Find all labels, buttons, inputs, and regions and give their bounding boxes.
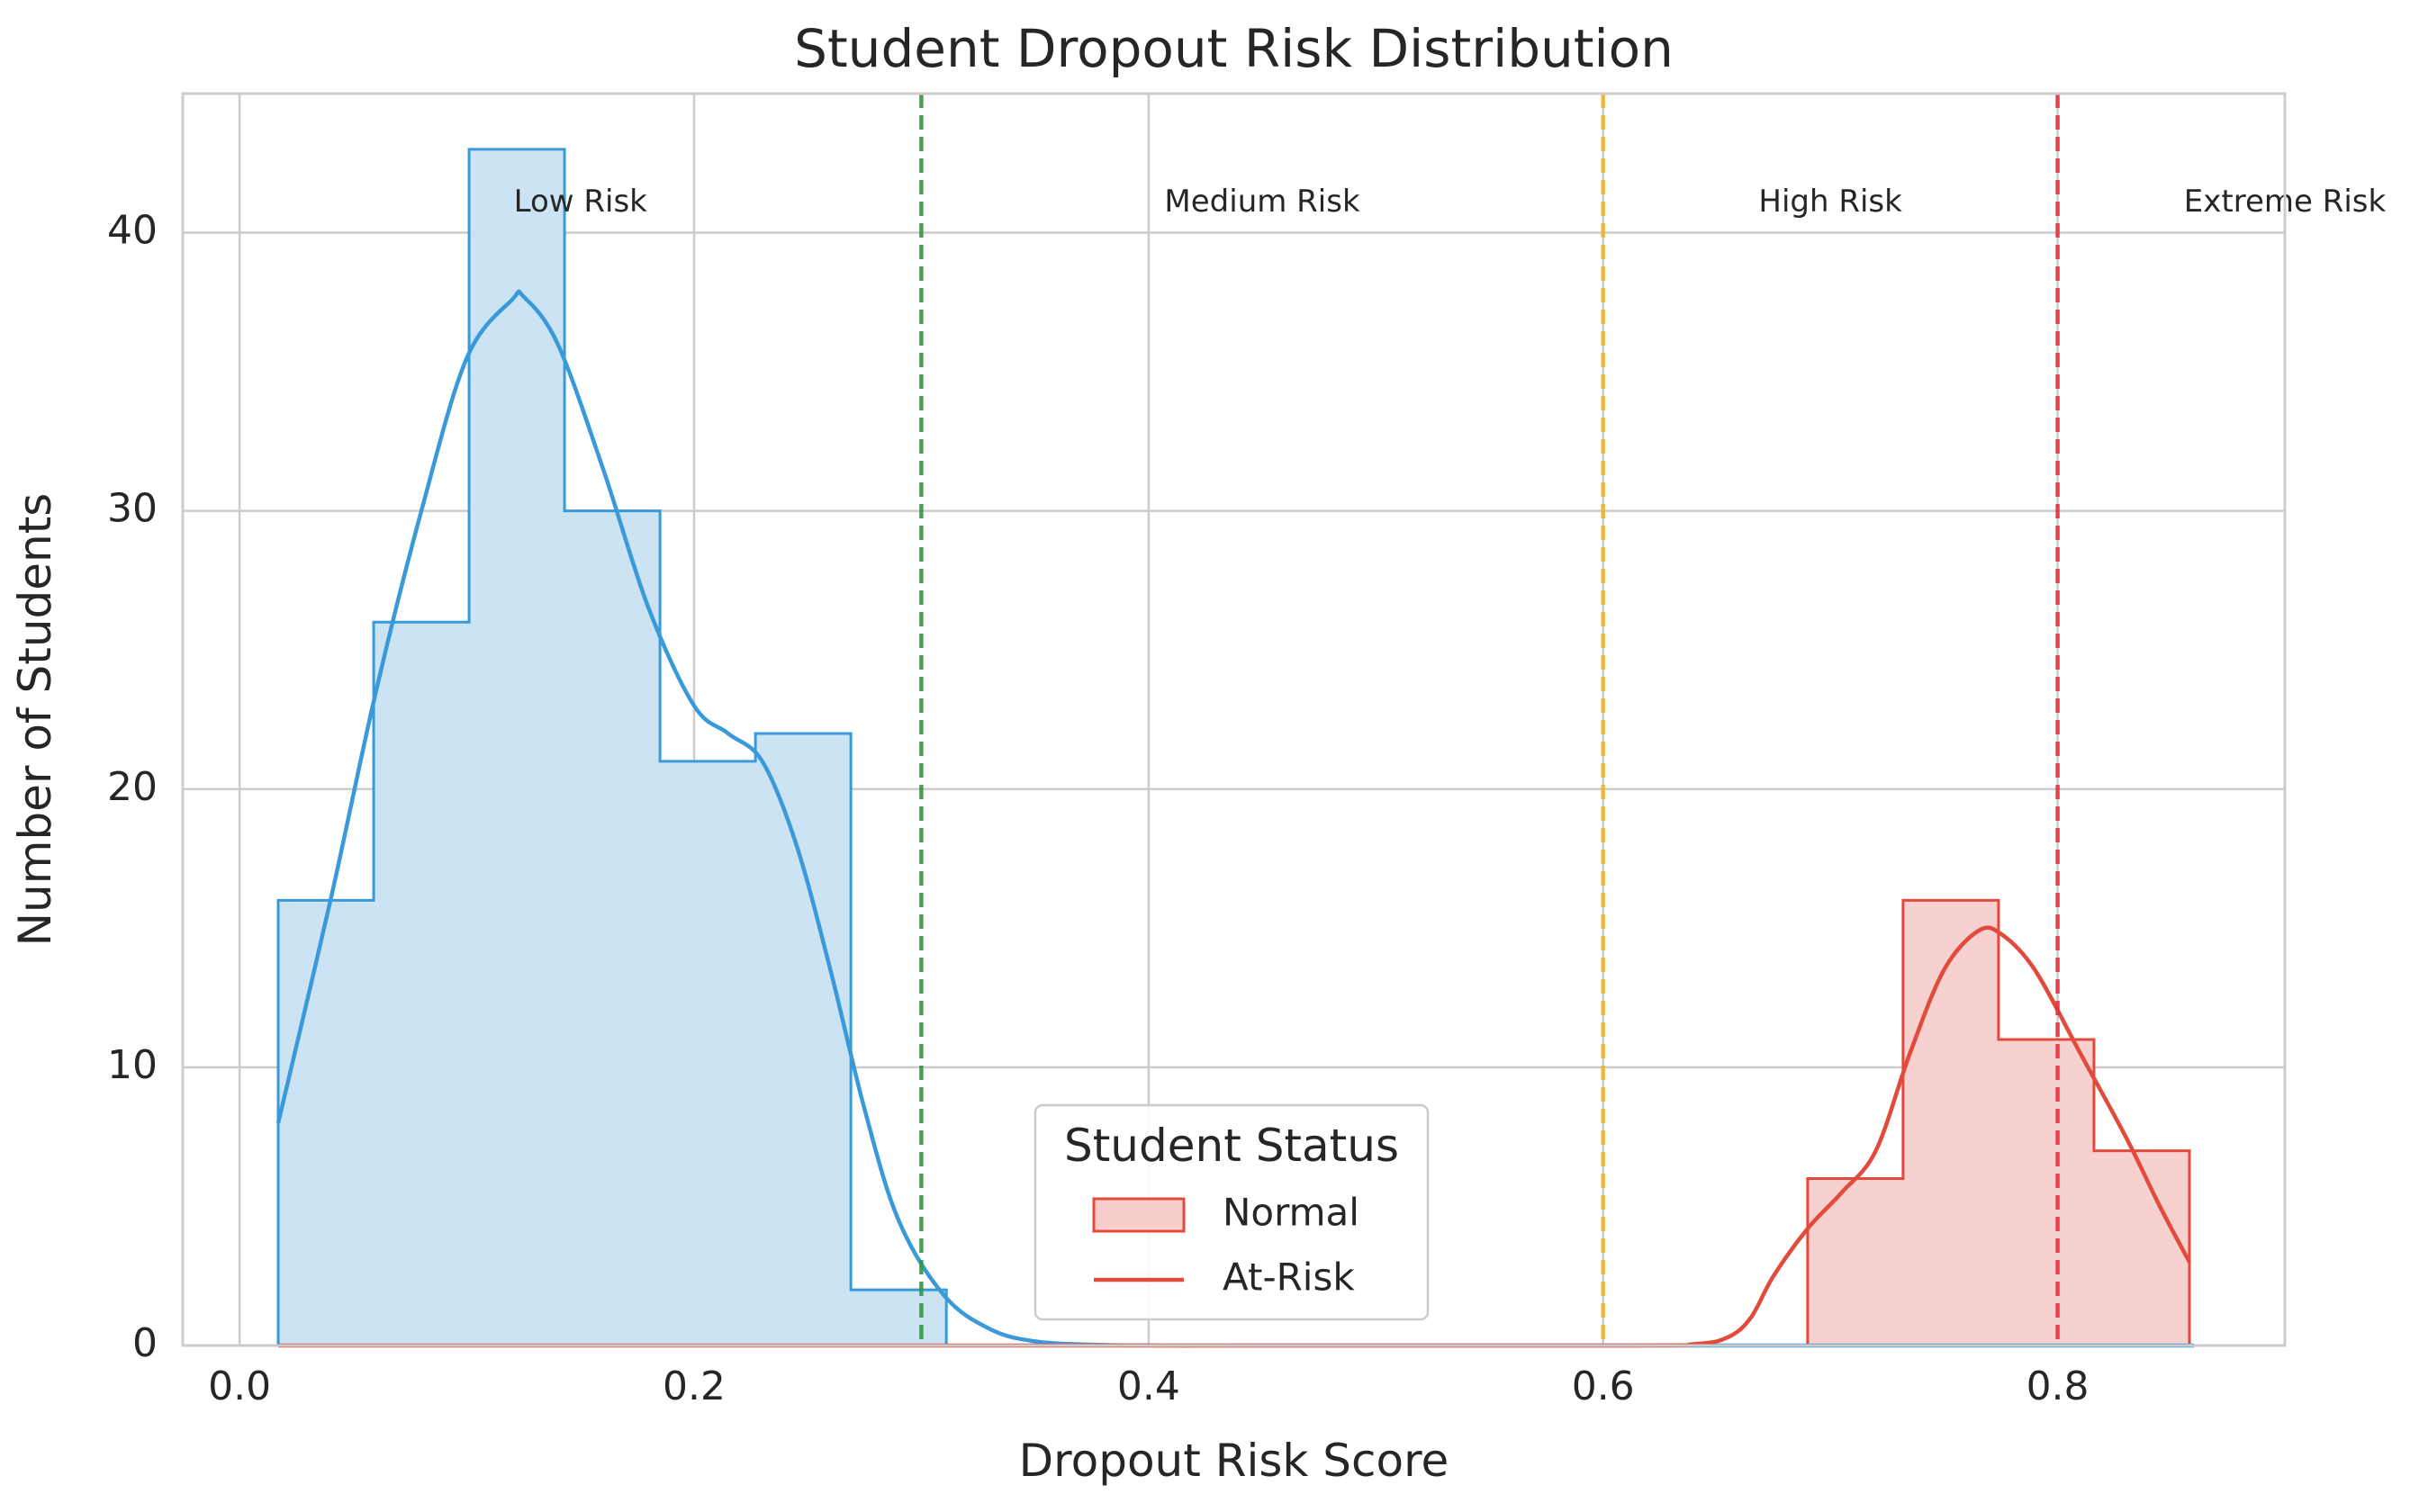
legend-label-normal: Normal — [1223, 1191, 1359, 1235]
plot-frame — [181, 92, 2287, 1347]
y-axis-label: Number of Students — [9, 493, 61, 947]
legend: Student Status Normal At-Risk — [1034, 1103, 1430, 1321]
x-tick-label: 0.4 — [1117, 1364, 1180, 1409]
y-tick-label: 0 — [132, 1320, 158, 1366]
x-tick-label: 0.0 — [208, 1364, 271, 1409]
zone-label: Low Risk — [514, 184, 648, 220]
x-tick-label: 0.8 — [2026, 1364, 2090, 1409]
y-tick-label: 40 — [107, 208, 158, 254]
legend-swatch-normal — [1092, 1197, 1186, 1233]
y-tick-label: 10 — [107, 1042, 158, 1088]
x-tick-label: 0.6 — [1572, 1364, 1635, 1409]
x-tick-label: 0.2 — [663, 1364, 726, 1409]
histogram-at-risk — [1806, 898, 2191, 1347]
y-tick-label: 20 — [107, 764, 158, 810]
histogram-normal — [276, 148, 948, 1347]
zone-label: Medium Risk — [1164, 184, 1360, 220]
chart-title: Student Dropout Risk Distribution — [794, 18, 1674, 79]
legend-label-at-risk: At-Risk — [1223, 1256, 1355, 1300]
plot-area: Low Risk Medium Risk High Risk Extreme Risk… — [107, 92, 2387, 1409]
y-tick-label: 30 — [107, 486, 158, 532]
x-axis-label: Dropout Risk Score — [1019, 1435, 1449, 1487]
zone-label: High Risk — [1758, 184, 1902, 220]
legend-box — [1034, 1103, 1430, 1321]
legend-title: Student Status — [1064, 1120, 1399, 1172]
